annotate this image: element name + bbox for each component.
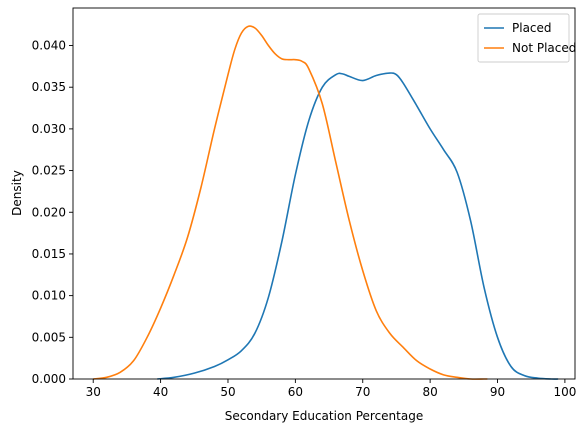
x-axis-label: Secondary Education Percentage <box>225 409 423 423</box>
series-line-not-placed <box>93 25 488 380</box>
x-tick-label: 60 <box>288 385 303 399</box>
y-tick-label: 0.025 <box>32 164 66 178</box>
series-line-placed <box>157 72 559 380</box>
x-tick-label: 40 <box>153 385 168 399</box>
y-tick-label: 0.040 <box>32 39 66 53</box>
legend-label: Not Placed <box>512 41 576 55</box>
y-tick-label: 0.035 <box>32 80 66 94</box>
x-axis: 30 40 50 60 70 80 90 100 <box>86 379 576 399</box>
y-tick-label: 0.000 <box>32 372 66 386</box>
y-axis: 0.000 0.005 0.010 0.015 0.020 0.025 0.030 0.035… <box>32 39 73 386</box>
legend-label: Placed <box>512 21 552 35</box>
x-tick-label: 30 <box>86 385 101 399</box>
x-tick-label: 50 <box>220 385 235 399</box>
x-tick-label: 90 <box>490 385 505 399</box>
x-tick-label: 80 <box>422 385 437 399</box>
y-axis-label: Density <box>10 170 24 216</box>
y-tick-label: 0.020 <box>32 205 66 219</box>
plot-frame <box>72 7 576 380</box>
legend: Placed Not Placed <box>477 13 576 63</box>
y-tick-label: 0.005 <box>32 330 66 344</box>
x-tick-label: 70 <box>355 385 370 399</box>
plot-area <box>93 25 559 380</box>
y-tick-label: 0.010 <box>32 289 66 303</box>
y-tick-label: 0.030 <box>32 122 66 136</box>
y-tick-label: 0.015 <box>32 247 66 261</box>
legend-box <box>477 13 570 63</box>
x-tick-label: 100 <box>553 385 576 399</box>
